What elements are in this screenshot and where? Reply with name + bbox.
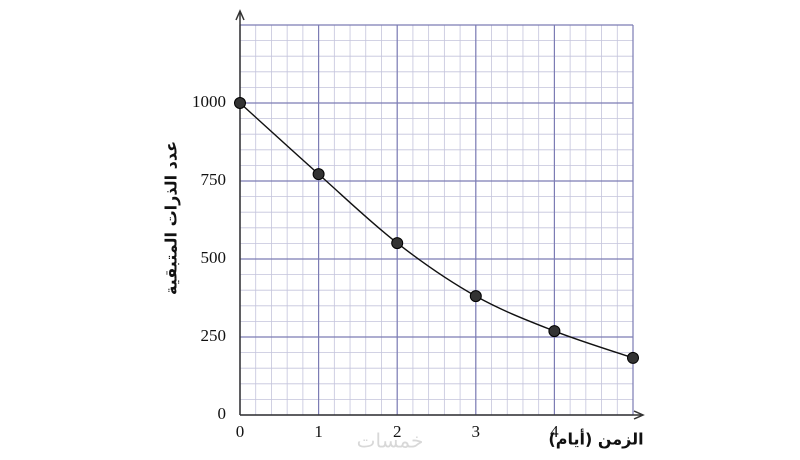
data-point (548, 325, 561, 338)
y-tick-label: 0 (218, 404, 227, 423)
x-tick-label: 3 (472, 422, 481, 441)
x-tick-label: 2 (393, 422, 402, 441)
data-point (391, 237, 404, 250)
y-tick-label: 1000 (192, 92, 226, 111)
x-tick-label: 1 (314, 422, 323, 441)
data-point (312, 168, 325, 181)
data-point (234, 97, 246, 109)
x-tick-label: 0 (236, 422, 245, 441)
x-tick-label: 4 (550, 422, 559, 441)
data-point (627, 351, 639, 364)
y-tick-label: 750 (201, 170, 227, 189)
x-axis-label: الزمن (أيام) (548, 429, 643, 449)
y-axis-arrow (235, 9, 245, 21)
y-tick-label: 250 (201, 326, 227, 345)
watermark: خمسات (357, 429, 424, 453)
curve (239, 102, 634, 359)
x-axis-arrow (633, 410, 645, 420)
y-tick-label: 500 (201, 248, 227, 267)
data-point (469, 290, 482, 303)
y-axis-label: عدد الذرات المتبقية (162, 141, 181, 295)
